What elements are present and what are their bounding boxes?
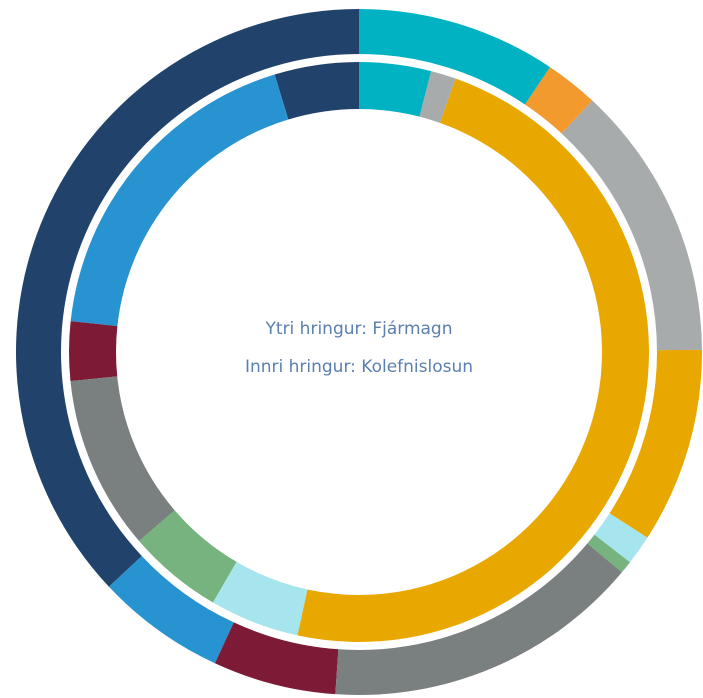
ring-segment — [212, 561, 308, 636]
center-text: Innri hringur: Kolefnislosun — [245, 357, 473, 377]
ring-segment — [15, 9, 360, 587]
ring-segment — [524, 67, 593, 134]
ring-segment — [297, 78, 650, 643]
ring-segment — [214, 622, 339, 695]
ring-segment — [108, 555, 234, 664]
ring-segment — [609, 349, 702, 538]
ring-segment — [594, 513, 648, 563]
center-text: Ytri hringur: Fjármagn — [265, 319, 453, 339]
ring-segment — [587, 534, 631, 573]
ring-segment — [274, 62, 359, 120]
ring-segment — [70, 74, 289, 327]
ring-segment — [335, 543, 622, 695]
ring-segment — [70, 376, 175, 542]
ring-segment — [561, 100, 702, 351]
ring-segment — [359, 9, 551, 105]
ring-segment — [68, 321, 118, 382]
ring-segment — [419, 71, 456, 123]
ring-segment — [359, 62, 432, 117]
ring-segment — [139, 510, 237, 603]
